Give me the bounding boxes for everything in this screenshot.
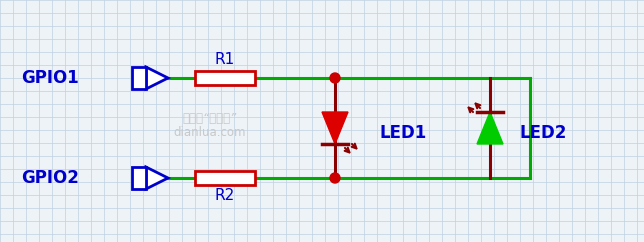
- Text: LED1: LED1: [380, 124, 427, 142]
- Polygon shape: [146, 67, 168, 89]
- Text: R2: R2: [215, 189, 235, 204]
- Text: GPIO1: GPIO1: [21, 69, 79, 87]
- Bar: [132, 167, 146, 189]
- Polygon shape: [477, 112, 503, 144]
- Circle shape: [330, 73, 340, 83]
- Text: LED2: LED2: [520, 124, 567, 142]
- Bar: [132, 67, 146, 89]
- Polygon shape: [146, 167, 168, 189]
- Text: dianlua.com: dianlua.com: [174, 127, 246, 139]
- Bar: [195, 71, 255, 85]
- Polygon shape: [322, 112, 348, 144]
- Text: 公众号“电路啊”: 公众号“电路啊”: [183, 112, 237, 124]
- Text: GPIO2: GPIO2: [21, 169, 79, 187]
- Text: R1: R1: [215, 53, 235, 68]
- Circle shape: [330, 173, 340, 183]
- Bar: [195, 171, 255, 185]
